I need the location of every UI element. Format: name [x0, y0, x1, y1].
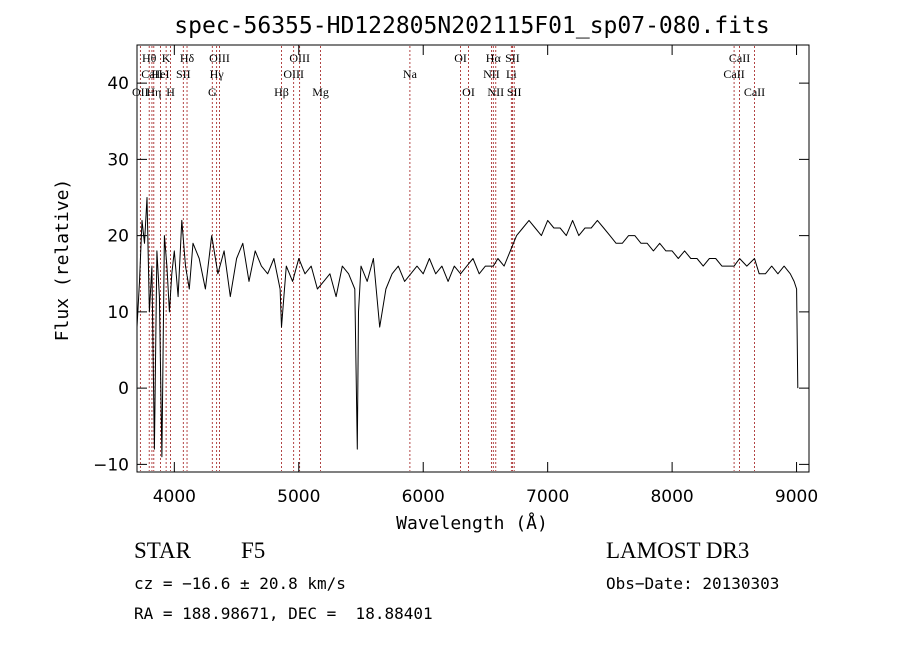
spectral-line-label: CaII [729, 51, 750, 65]
y-tick-label: 10 [107, 303, 129, 323]
spectral-line-label: NII [483, 67, 500, 81]
spectral-line-label: Hβ [274, 85, 289, 99]
redshift-cz: cz = −16.6 ± 20.8 km/s [134, 574, 346, 593]
object-type: STAR [134, 538, 191, 563]
spectral-line-label: Mg [312, 85, 329, 99]
y-tick-label: 30 [107, 150, 129, 170]
survey-name: LAMOST DR3 [606, 538, 750, 563]
chart-title: spec-56355-HD122805N202115F01_sp07-080.f… [174, 13, 769, 39]
spectral-line-label: OI [454, 51, 467, 65]
plot-frame [136, 44, 810, 473]
spectral-line-label: SII [505, 51, 520, 65]
spectral-line-label: H [166, 85, 175, 99]
x-axis-label: Wavelength (Å) [396, 512, 548, 534]
spectrum-series-line [136, 197, 799, 458]
x-tick-label: 7000 [526, 487, 569, 507]
y-tick-label: 40 [107, 74, 129, 94]
spectral-line-label: OIII [289, 51, 310, 65]
spectral-line-label: K [162, 51, 171, 65]
spectral-line-label: Hδ [180, 51, 195, 65]
spectral-line-label: CaII [744, 85, 765, 99]
y-tick-label: −10 [93, 455, 129, 475]
x-tick-label: 9000 [775, 487, 818, 507]
spectral-line-label: OII [132, 85, 149, 99]
spectral-line-label: CaII [723, 67, 744, 81]
spectral-line-label: OIII [283, 67, 304, 81]
spectral-line-label: HeI [152, 67, 170, 81]
spectral-line-label: SII [176, 67, 191, 81]
spectral-line-label: Hη [146, 85, 161, 99]
spectral-line-label: CaII [141, 67, 162, 81]
x-tick-label: 6000 [402, 487, 445, 507]
coordinates: RA = 188.98671, DEC = 18.88401 [134, 604, 433, 623]
spectral-line-label: Hα [486, 51, 502, 65]
subclass: F5 [241, 538, 266, 563]
y-tick-label: 20 [107, 227, 129, 247]
y-tick-label: 0 [118, 379, 129, 399]
x-tick-label: 4000 [153, 487, 196, 507]
spectral-line-label: Na [403, 67, 418, 81]
spectral-line-label: Hθ [142, 51, 157, 65]
obs-date: Obs−Date: 20130303 [606, 574, 780, 593]
spectral-line-label: NII [487, 85, 504, 99]
x-tick-label: 8000 [650, 487, 693, 507]
spectral-line-label: OIII [209, 51, 230, 65]
spectral-line-label: SII [507, 85, 522, 99]
spectral-line-label: Li [506, 67, 517, 81]
spectral-line-label: OI [462, 85, 475, 99]
x-tick-label: 5000 [277, 487, 320, 507]
spectral-line-label: Hγ [210, 67, 225, 81]
y-axis-label: Flux (relative) [52, 179, 73, 342]
spectral-line-label: G [208, 85, 217, 99]
